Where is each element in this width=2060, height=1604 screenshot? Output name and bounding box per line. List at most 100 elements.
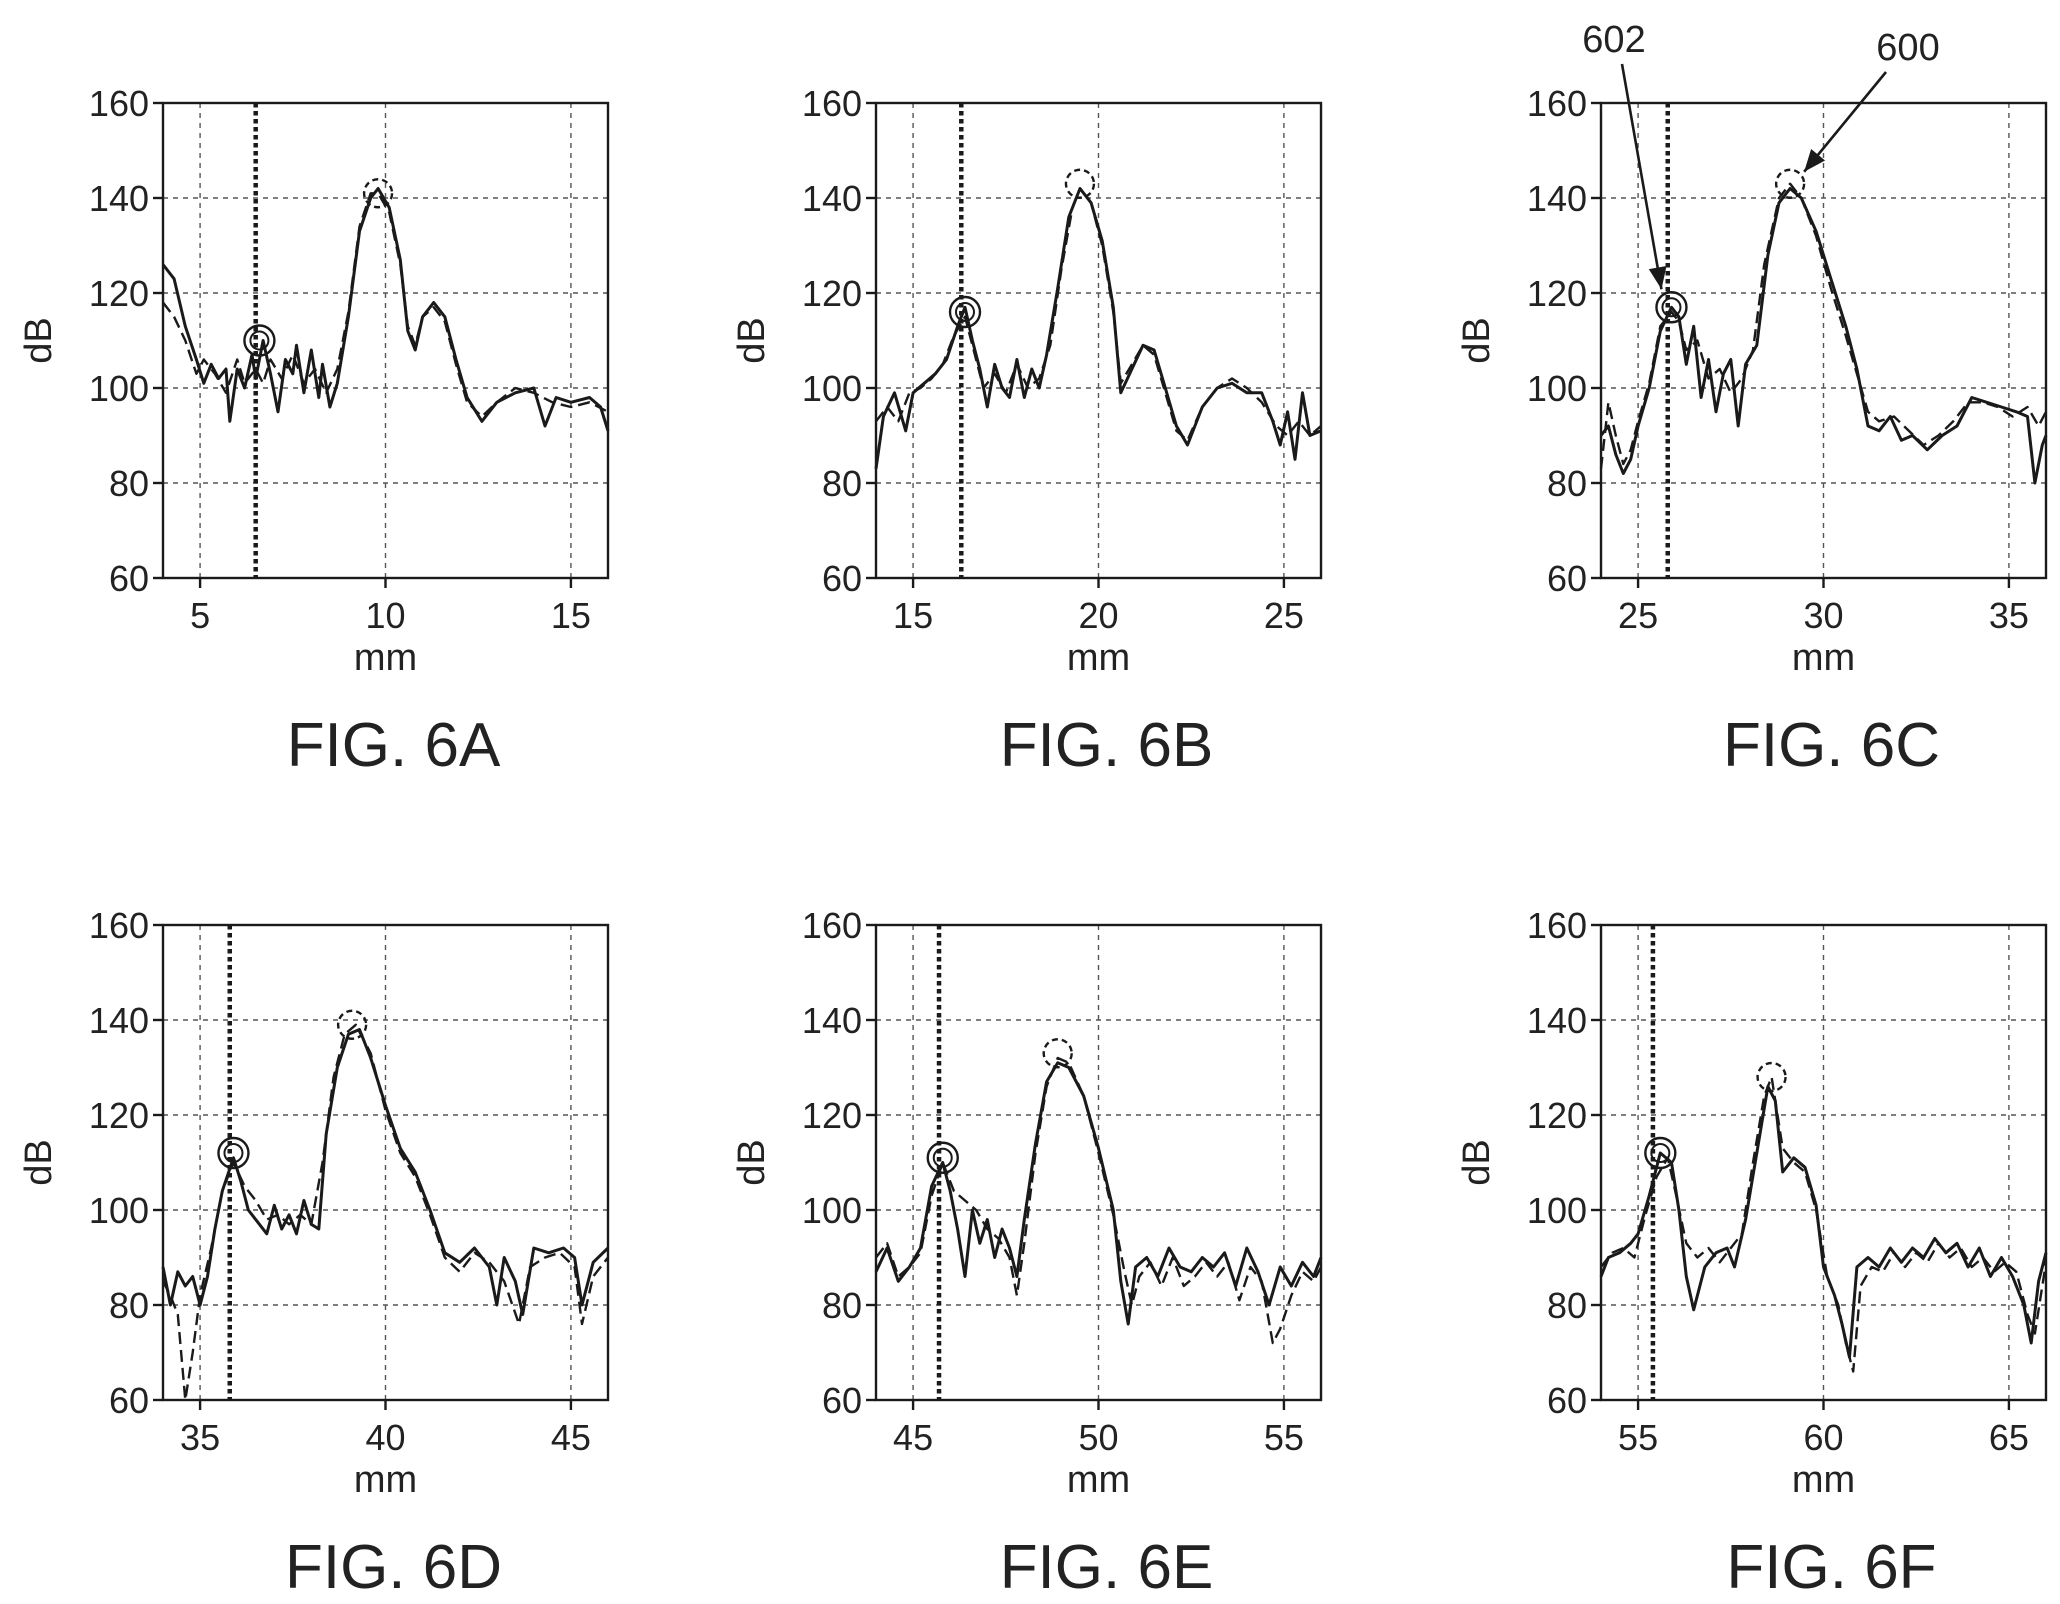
y-axis-label: dB: [731, 1139, 773, 1185]
x-axis-label: mm: [1792, 637, 1855, 679]
y-tick-label: 120: [89, 1095, 149, 1136]
x-tick-label: 55: [1618, 1417, 1658, 1458]
marker-circle-solid: [1655, 291, 1688, 324]
y-axis-label: dB: [1456, 1139, 1498, 1185]
y-tick-label: 100: [89, 1190, 149, 1231]
y-tick-label: 80: [109, 1285, 149, 1326]
y-tick-label: 80: [822, 463, 862, 504]
y-axis-label: dB: [1456, 317, 1498, 363]
marker-circle-dashed: [336, 1009, 368, 1040]
series-line-dashed: [1600, 1075, 2048, 1373]
marker-circle-solid: [243, 324, 276, 357]
callout-label-602: 602: [1582, 19, 1645, 61]
series-line-dashed: [161, 1023, 609, 1402]
x-tick-label: 5: [190, 595, 210, 636]
y-tick-label: 100: [1527, 368, 1587, 409]
y-axis-label: dB: [18, 1139, 60, 1185]
x-tick-label: 45: [551, 1417, 591, 1458]
x-tick-label: 55: [1264, 1417, 1304, 1458]
x-tick-label: 40: [365, 1417, 405, 1458]
x-tick-label: 10: [365, 595, 405, 636]
y-tick-label: 120: [89, 273, 149, 314]
y-tick-label: 60: [109, 1380, 149, 1421]
series-line-solid: [874, 1061, 1323, 1326]
panel-5: 60 80 100 120 140 160 45 50 55 mm dB FIG. 6E: [731, 905, 1323, 1602]
callout-arrow-line: [1620, 63, 1663, 290]
y-tick-label: 60: [822, 1380, 862, 1421]
x-axis-label: mm: [1067, 637, 1130, 679]
y-tick-label: 100: [1527, 1190, 1587, 1231]
x-tick-label: 15: [893, 595, 933, 636]
y-tick-label: 100: [802, 368, 862, 409]
series-line-dashed: [1599, 182, 2048, 469]
panel-3: 60 80 100 120 140 160 25 30 35 mm dB FIG. 6C: [1456, 83, 2048, 780]
x-tick-label: 20: [1078, 595, 1118, 636]
y-tick-label: 120: [802, 1095, 862, 1136]
x-axis-label: mm: [1792, 1459, 1855, 1501]
marker-circle-solid-inner: [223, 1143, 244, 1163]
x-tick-label: 60: [1803, 1417, 1843, 1458]
marker-circle-solid: [1644, 1136, 1677, 1170]
y-tick-label: 60: [1547, 558, 1587, 599]
marker-circle-solid-inner: [1661, 297, 1682, 318]
panel-2: 60 80 100 120 140 160 15 20 25 mm dB FIG. 6B: [731, 83, 1323, 780]
x-tick-label: 25: [1618, 595, 1658, 636]
callout-label-600: 600: [1876, 27, 1939, 69]
series-line-dashed: [875, 187, 1322, 442]
marker-circle-solid: [217, 1136, 250, 1170]
marker-circle-dashed: [1774, 168, 1806, 199]
x-tick-label: 50: [1078, 1417, 1118, 1458]
y-tick-label: 140: [89, 1000, 149, 1041]
callout-arrowhead: [1804, 149, 1826, 172]
y-tick-label: 160: [1527, 905, 1587, 946]
y-tick-label: 140: [1527, 1000, 1587, 1041]
x-tick-label: 30: [1803, 595, 1843, 636]
marker-circle-solid: [926, 1141, 959, 1174]
y-axis-label: dB: [731, 317, 773, 363]
x-tick-label: 65: [1989, 1417, 2029, 1458]
y-tick-label: 60: [109, 558, 149, 599]
x-tick-label: 35: [1989, 595, 2029, 636]
y-tick-label: 80: [822, 1285, 862, 1326]
panel-4: 60 80 100 120 140 160 35 40 45 mm dB FIG. 6D: [18, 905, 610, 1602]
figure-caption: FIG. 6F: [1726, 1533, 1936, 1599]
marker-circle-solid-inner: [955, 302, 975, 322]
marker-circle-dashed: [1042, 1038, 1073, 1069]
x-tick-label: 35: [180, 1417, 220, 1458]
y-tick-label: 140: [802, 178, 862, 219]
y-tick-label: 100: [89, 368, 149, 409]
marker-circle-solid-inner: [1650, 1143, 1671, 1163]
marker-circle-dashed: [362, 178, 394, 209]
marker-circle-solid-inner: [932, 1147, 953, 1168]
panel-6: 60 80 100 120 140 160 55 60 65 mm dB FIG. 6F: [1456, 905, 2048, 1602]
figure-caption: FIG. 6C: [1723, 711, 1940, 780]
x-tick-label: 15: [551, 595, 591, 636]
marker-circle-dashed: [1756, 1061, 1787, 1093]
marker-circle-dashed: [1064, 168, 1096, 199]
y-tick-label: 160: [89, 83, 149, 124]
y-tick-label: 160: [89, 905, 149, 946]
x-axis-label: mm: [354, 637, 417, 679]
y-tick-label: 160: [802, 905, 862, 946]
y-tick-label: 120: [802, 273, 862, 314]
x-tick-label: 45: [893, 1417, 933, 1458]
y-tick-label: 140: [89, 178, 149, 219]
x-axis-label: mm: [1067, 1459, 1130, 1501]
callout-arrowhead: [1648, 266, 1667, 290]
y-tick-label: 60: [822, 558, 862, 599]
y-tick-label: 80: [109, 463, 149, 504]
y-tick-label: 160: [802, 83, 862, 124]
y-tick-label: 120: [1527, 1095, 1587, 1136]
figure-caption: FIG. 6A: [287, 711, 501, 780]
series-line-dashed: [875, 1056, 1323, 1345]
y-tick-label: 140: [1527, 178, 1587, 219]
figure-caption: FIG. 6B: [1000, 711, 1214, 780]
y-tick-label: 80: [1547, 463, 1587, 504]
marker-circle-solid-inner: [249, 330, 270, 351]
figure-caption: FIG. 6D: [285, 1533, 502, 1599]
y-tick-label: 80: [1547, 1285, 1587, 1326]
series-line-dashed: [162, 192, 609, 418]
x-tick-label: 25: [1264, 595, 1304, 636]
y-tick-label: 60: [1547, 1380, 1587, 1421]
